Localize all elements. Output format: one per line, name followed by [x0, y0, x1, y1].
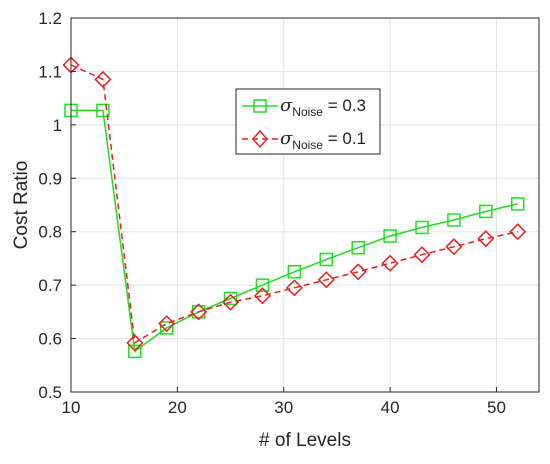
legend-sigma-series-2: σ [280, 128, 293, 149]
legend-label-series-1: σNoise = 0.3 [280, 95, 366, 119]
data-point-square [351, 240, 365, 255]
legend-marker-series-2 [252, 129, 268, 149]
data-point-diamond [253, 287, 272, 305]
plot-frame [70, 17, 540, 393]
data-point-square [383, 229, 397, 243]
data-point-square [223, 291, 238, 306]
data-point-diamond [126, 334, 144, 352]
legend-label-series-2: σNoise = 0.1 [280, 128, 366, 152]
data-point-square [447, 213, 461, 227]
data-point-square [319, 252, 334, 267]
legend-sub-series-2: Noise [292, 138, 323, 152]
data-point-diamond [509, 223, 527, 241]
legend-marker-series-1 [253, 99, 267, 113]
legend-sigma-series-1: σ [280, 95, 293, 116]
data-point-diamond [190, 303, 208, 321]
data-point-diamond [477, 230, 495, 248]
y-axis-label: Cost Ratio [11, 161, 32, 250]
data-point-square [255, 278, 270, 292]
x-tick-label: 40 [381, 398, 400, 417]
x-axis-label: # of Levels [259, 430, 351, 451]
y-tick-label: 0.8 [38, 223, 62, 242]
legend: σNoise = 0.3 σNoise = 0.1 [235, 88, 381, 155]
data-point-square [191, 305, 206, 319]
data-point-square [287, 265, 302, 279]
data-point-diamond [413, 246, 431, 264]
y-tick-label: 1 [53, 116, 62, 135]
data-point-diamond [381, 254, 399, 272]
y-tick-label: 1.2 [38, 9, 62, 28]
legend-sub-series-1: Noise [292, 105, 323, 119]
series-2 [62, 56, 527, 352]
data-point-square [510, 197, 525, 211]
x-tick-label: 30 [274, 398, 293, 417]
data-point-diamond [221, 293, 240, 311]
x-tick-label: 10 [62, 398, 81, 417]
y-tick-label: 0.6 [38, 330, 62, 349]
series-1 [64, 103, 525, 359]
y-tick-label: 0.7 [38, 276, 62, 295]
legend-value-series-2: = 0.1 [323, 129, 366, 148]
data-point-diamond [349, 263, 367, 281]
series-layer [62, 56, 527, 359]
series-line [71, 109, 518, 353]
legend-value-series-1: = 0.3 [323, 96, 366, 115]
data-point-square [479, 204, 493, 219]
legend-entry-series-2: σNoise = 0.1 [242, 128, 366, 152]
data-point-diamond [158, 315, 176, 333]
plot-area [71, 18, 539, 392]
x-tick-label: 20 [168, 398, 187, 417]
x-tick-label: 50 [487, 398, 506, 417]
data-point-square [128, 344, 142, 359]
data-point-diamond [94, 70, 112, 89]
y-tick-label: 0.5 [38, 383, 62, 402]
series-line [70, 64, 518, 345]
data-point-diamond [285, 279, 303, 297]
legend-entry-series-1: σNoise = 0.3 [242, 95, 366, 119]
data-point-diamond [445, 238, 463, 256]
y-tick-label: 0.9 [38, 169, 62, 188]
data-point-diamond [317, 271, 335, 289]
data-point-square [415, 220, 429, 235]
y-tick-label: 1.1 [38, 62, 62, 81]
tick-labels: 10 20 30 40 50 0.5 0.6 0.7 0.8 0.9 1 1.1 1.2 [38, 9, 506, 417]
data-point-square [96, 103, 110, 118]
